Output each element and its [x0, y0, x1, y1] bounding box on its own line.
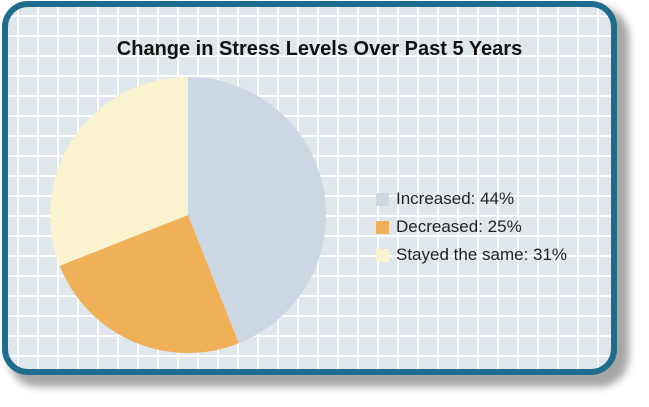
pie-chart: [50, 77, 327, 354]
pie-slice-decreased: [59, 215, 239, 354]
pie-slice-increased: [188, 77, 327, 344]
legend-item-stayed-the-same: Stayed the same: 31%: [376, 241, 567, 269]
legend-label-decreased: Decreased: 25%: [396, 217, 522, 236]
chart-legend: Increased: 44% Decreased: 25% Stayed the…: [376, 185, 567, 269]
legend-swatch-increased: [376, 192, 389, 206]
legend-label-increased: Increased: 44%: [396, 189, 515, 208]
legend-label-stayed-the-same: Stayed the same: 31%: [396, 245, 568, 264]
legend-swatch-stayed-the-same: [376, 248, 389, 262]
chart-title: Change in Stress Levels Over Past 5 Year…: [116, 38, 523, 60]
legend-swatch-decreased: [376, 220, 389, 234]
pie-slice-stayed-the-same: [50, 77, 189, 266]
chart-frame: Change in Stress Levels Over Past 5 Year…: [2, 1, 617, 375]
legend-item-decreased: Decreased: 25%: [376, 213, 567, 241]
legend-item-increased: Increased: 44%: [376, 185, 567, 213]
